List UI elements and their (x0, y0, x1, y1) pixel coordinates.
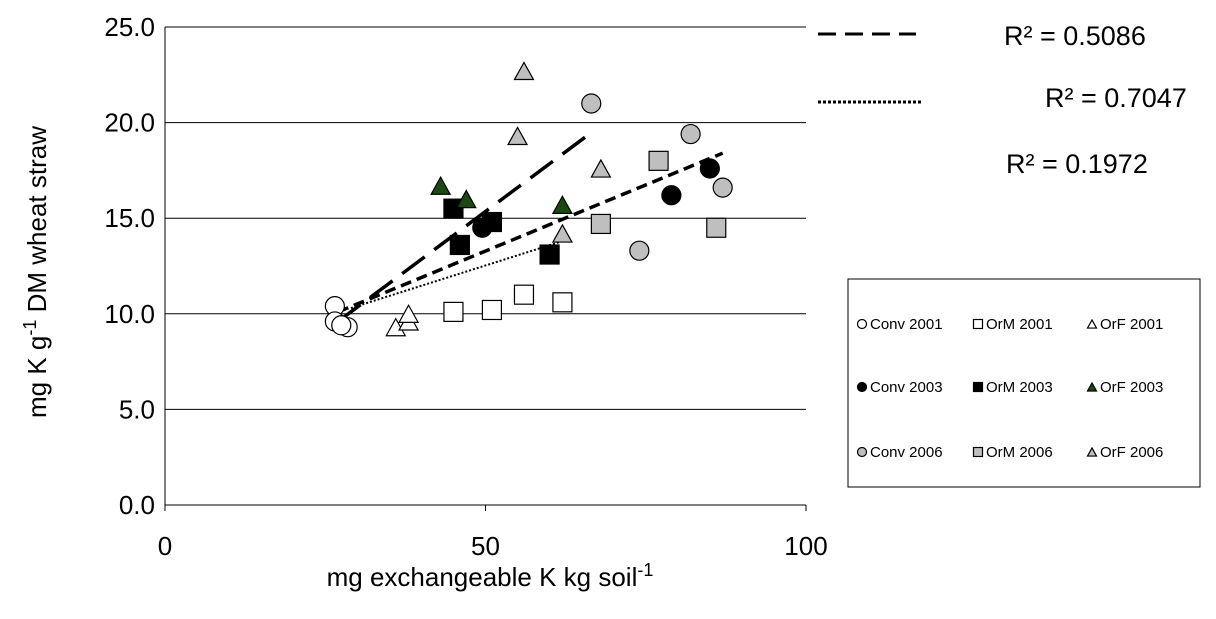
x-tick-label: 50 (471, 531, 500, 561)
legend-marker-5 (1086, 381, 1098, 392)
y-axis-label-sup: -1 (20, 320, 40, 336)
legend-marker-4 (972, 381, 984, 393)
legend-label: Conv 2003 (870, 379, 943, 396)
trendline-dotted (350, 240, 563, 310)
y-axis-label-rest: DM wheat straw (22, 126, 52, 320)
x-axis-label-sup: -1 (637, 560, 653, 580)
point-square-s7-0 (590, 213, 611, 235)
point-square-s4-3 (539, 244, 560, 265)
axes (164, 27, 807, 511)
r2-annotations: R² = 0.5086 R² = 0.7047 R² = 0.1972 (818, 21, 1187, 179)
point-square-s1-1 (481, 299, 503, 321)
point-square-s1-0 (443, 301, 464, 322)
legend-marker-7 (972, 446, 984, 458)
point-circle-s6-3 (712, 177, 733, 198)
legend-marker-8 (1086, 446, 1098, 457)
data-points (324, 61, 733, 338)
legend-label: OrM 2006 (986, 444, 1053, 461)
legend: Conv 2001 OrM 2001 OrF 2001 Conv 2003 OrM 20… (847, 278, 1201, 488)
legend-label: OrF 2001 (1100, 316, 1163, 333)
trendline-short-dash (337, 151, 724, 314)
x-tick-label: 0 (158, 531, 172, 561)
point-square-s1-2 (513, 284, 535, 305)
legend-label: OrF 2006 (1100, 444, 1163, 461)
r2-label-1: R² = 0.5086 (1004, 21, 1146, 51)
point-triangle-s8-3 (551, 223, 573, 243)
trendlines (337, 128, 724, 323)
legend-marker-2 (1086, 318, 1098, 329)
x-tick-labels: 0 50 100 (158, 531, 828, 561)
point-circle-s3-2 (699, 158, 720, 179)
point-triangle-s8-2 (590, 158, 612, 178)
point-square-s7-2 (706, 217, 727, 238)
legend-label: OrM 2003 (986, 379, 1053, 396)
legend-label: OrF 2003 (1100, 379, 1163, 396)
y-axis-label: mg K g-1 DM wheat straw (20, 126, 52, 418)
r2-label-3: R² = 0.1972 (1006, 149, 1148, 179)
point-circle-s6-1 (629, 240, 650, 261)
x-tick-label: 100 (784, 531, 827, 561)
point-circle-s6-2 (680, 123, 701, 145)
point-square-s4-2 (481, 211, 503, 233)
y-tick-label: 5.0 (119, 394, 155, 424)
x-axis-label: mg exchangeable K kg soil-1 (327, 560, 654, 592)
legend-marker-3 (856, 381, 868, 393)
point-square-s4-1 (449, 234, 470, 256)
point-triangle-s5-2 (551, 195, 573, 214)
point-circle-s3-1 (661, 185, 682, 206)
point-square-s1-3 (552, 292, 573, 313)
point-triangle-s2-2 (398, 304, 420, 323)
trendline-long-dash (337, 128, 596, 323)
y-tick-labels: 0.0 5.0 10.0 15.0 20.0 25.0 (104, 12, 155, 520)
legend-marker-0 (856, 318, 868, 330)
y-tick-label: 20.0 (104, 108, 155, 138)
legend-label: Conv 2001 (870, 316, 943, 333)
point-triangle-s8-1 (507, 126, 529, 146)
legend-label: OrM 2001 (986, 316, 1053, 333)
r2-label-2: R² = 0.7047 (1045, 83, 1187, 113)
point-triangle-s5-0 (430, 175, 452, 195)
y-tick-label: 15.0 (104, 203, 155, 233)
point-square-s7-1 (648, 150, 669, 171)
y-tick-label: 10.0 (104, 299, 155, 329)
legend-label: Conv 2006 (870, 444, 943, 461)
point-triangle-s8-0 (513, 61, 535, 81)
point-circle-s6-0 (581, 93, 602, 114)
y-tick-label: 25.0 (104, 12, 155, 42)
y-tick-label: 0.0 (119, 490, 155, 520)
legend-marker-1 (972, 318, 984, 330)
point-triangle-s5-1 (455, 189, 477, 209)
legend-box (847, 278, 1201, 488)
point-circle-s0-3 (331, 315, 352, 336)
legend-marker-6 (856, 446, 868, 458)
